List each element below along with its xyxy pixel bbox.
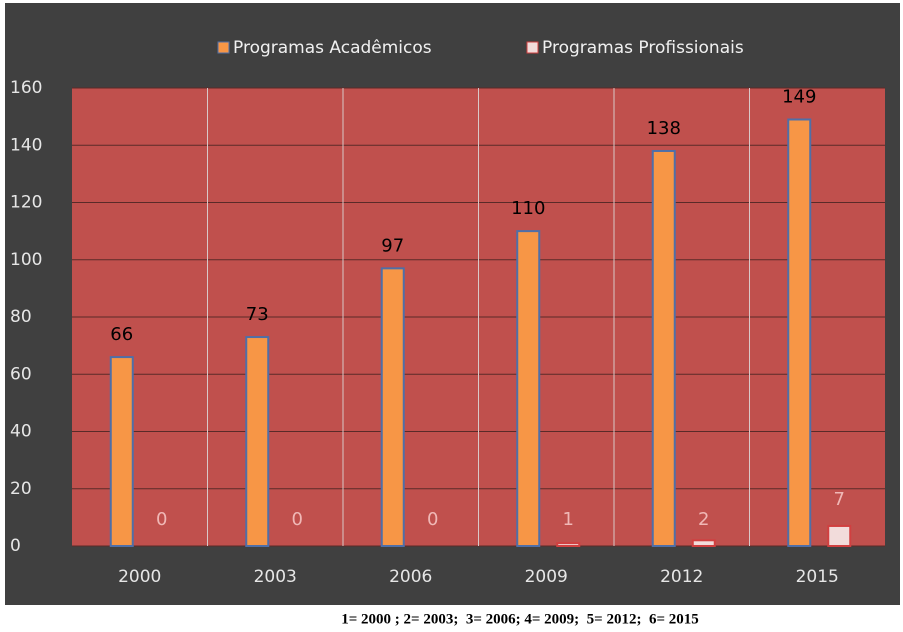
legend-label: Programas Acadêmicos (233, 38, 432, 58)
bar (691, 539, 716, 548)
data-label: 2 (698, 509, 709, 530)
data-label: 110 (511, 198, 545, 219)
x-tick-label: 2015 (796, 567, 839, 587)
x-tick-label: 2009 (525, 567, 568, 587)
bar (380, 267, 405, 547)
data-label: 7 (834, 489, 845, 510)
bar (245, 336, 270, 547)
x-tick-label: 2006 (389, 567, 432, 587)
bar (556, 542, 581, 548)
x-tick-label: 2003 (254, 567, 297, 587)
bar (827, 524, 852, 548)
bar (516, 230, 541, 547)
y-tick-label: 120 (10, 193, 42, 213)
data-label: 0 (292, 509, 303, 530)
data-label: 0 (156, 509, 167, 530)
y-tick-label: 80 (10, 307, 32, 327)
caption: 1= 2000 ; 2= 2003; 3= 2006; 4= 2009; 5= … (341, 611, 699, 627)
data-label: 0 (427, 509, 438, 530)
y-tick-label: 20 (10, 479, 32, 499)
bar (787, 118, 812, 548)
data-label: 149 (782, 86, 816, 107)
y-tick-label: 60 (10, 364, 32, 384)
y-tick-label: 40 (10, 422, 32, 442)
bar (651, 149, 676, 547)
y-tick-label: 140 (10, 135, 42, 155)
data-label: 73 (246, 304, 269, 325)
legend-swatch (217, 41, 230, 54)
y-tick-label: 160 (10, 78, 42, 98)
x-tick-label: 2000 (118, 567, 161, 587)
data-label: 97 (381, 235, 404, 256)
y-tick-label: 0 (10, 536, 21, 556)
y-tick-label: 100 (10, 250, 42, 270)
data-label: 138 (647, 118, 681, 139)
data-label: 1 (563, 509, 574, 530)
data-label: 66 (110, 324, 133, 345)
x-tick-label: 2012 (660, 567, 703, 587)
legend-label: Programas Profissionais (542, 38, 744, 58)
legend-swatch (526, 41, 539, 54)
bar (109, 356, 134, 548)
